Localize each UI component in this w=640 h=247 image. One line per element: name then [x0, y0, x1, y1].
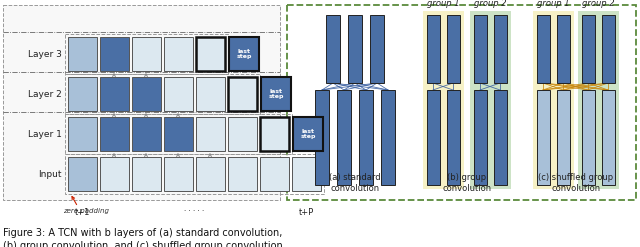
- Bar: [557, 90, 570, 185]
- Bar: [557, 15, 570, 83]
- Bar: [65, 34, 228, 74]
- Text: last
step: last step: [300, 129, 316, 139]
- Bar: [3, 5, 280, 200]
- Bar: [348, 15, 362, 83]
- Text: (b) group
convolution: (b) group convolution: [442, 173, 492, 193]
- Bar: [164, 37, 193, 71]
- Bar: [532, 11, 573, 189]
- Bar: [261, 77, 291, 111]
- Bar: [65, 74, 260, 114]
- Bar: [196, 77, 225, 111]
- Text: (c) shuffled group
convolution: (c) shuffled group convolution: [538, 173, 614, 193]
- Text: group 2: group 2: [582, 0, 614, 8]
- Text: (a) standard
convolution: (a) standard convolution: [329, 173, 381, 193]
- Text: group 1: group 1: [427, 0, 460, 8]
- Bar: [326, 15, 340, 83]
- Bar: [68, 77, 97, 111]
- Text: Layer 1: Layer 1: [28, 129, 62, 139]
- Bar: [100, 157, 129, 191]
- Bar: [536, 15, 550, 83]
- Bar: [100, 117, 129, 151]
- Bar: [132, 77, 161, 111]
- Bar: [602, 15, 614, 83]
- Bar: [164, 77, 193, 111]
- Bar: [100, 77, 129, 111]
- Bar: [65, 114, 292, 154]
- Bar: [447, 90, 460, 185]
- Bar: [292, 157, 321, 191]
- Bar: [132, 157, 161, 191]
- Text: last
step: last step: [268, 89, 284, 99]
- Bar: [229, 37, 259, 71]
- Bar: [493, 90, 506, 185]
- Bar: [260, 117, 289, 151]
- Bar: [315, 90, 329, 185]
- Bar: [426, 15, 440, 83]
- Bar: [474, 15, 486, 83]
- Bar: [337, 90, 351, 185]
- Bar: [293, 117, 323, 151]
- Bar: [359, 90, 373, 185]
- Bar: [228, 157, 257, 191]
- Bar: [602, 90, 614, 185]
- Text: · · · · ·: · · · · ·: [184, 208, 204, 214]
- Bar: [536, 90, 550, 185]
- Text: group 1: group 1: [537, 0, 570, 8]
- Text: zero padding: zero padding: [63, 208, 109, 214]
- Text: Input: Input: [38, 169, 62, 179]
- Bar: [100, 37, 129, 71]
- Text: t+P: t+P: [298, 208, 314, 217]
- Bar: [474, 90, 486, 185]
- Bar: [68, 37, 97, 71]
- Text: Layer 3: Layer 3: [28, 49, 62, 59]
- Bar: [196, 157, 225, 191]
- Bar: [447, 15, 460, 83]
- Bar: [470, 11, 511, 189]
- Text: t+1: t+1: [74, 208, 90, 217]
- Text: Figure 3: A TCN with b layers of (a) standard convolution,
(b) group convolution: Figure 3: A TCN with b layers of (a) sta…: [3, 228, 285, 247]
- Bar: [65, 154, 324, 194]
- Bar: [260, 157, 289, 191]
- Bar: [164, 157, 193, 191]
- Text: last
step: last step: [236, 49, 252, 59]
- Bar: [228, 117, 257, 151]
- Bar: [582, 15, 595, 83]
- Bar: [426, 90, 440, 185]
- Bar: [582, 90, 595, 185]
- Text: Layer 2: Layer 2: [28, 89, 62, 99]
- Bar: [228, 77, 257, 111]
- Text: group 2: group 2: [474, 0, 506, 8]
- Bar: [577, 11, 618, 189]
- Bar: [132, 37, 161, 71]
- Bar: [196, 117, 225, 151]
- Bar: [287, 5, 636, 200]
- Bar: [132, 117, 161, 151]
- Bar: [381, 90, 395, 185]
- Bar: [422, 11, 463, 189]
- Bar: [493, 15, 506, 83]
- Bar: [196, 37, 225, 71]
- Bar: [164, 117, 193, 151]
- Bar: [68, 157, 97, 191]
- Bar: [68, 117, 97, 151]
- Bar: [370, 15, 384, 83]
